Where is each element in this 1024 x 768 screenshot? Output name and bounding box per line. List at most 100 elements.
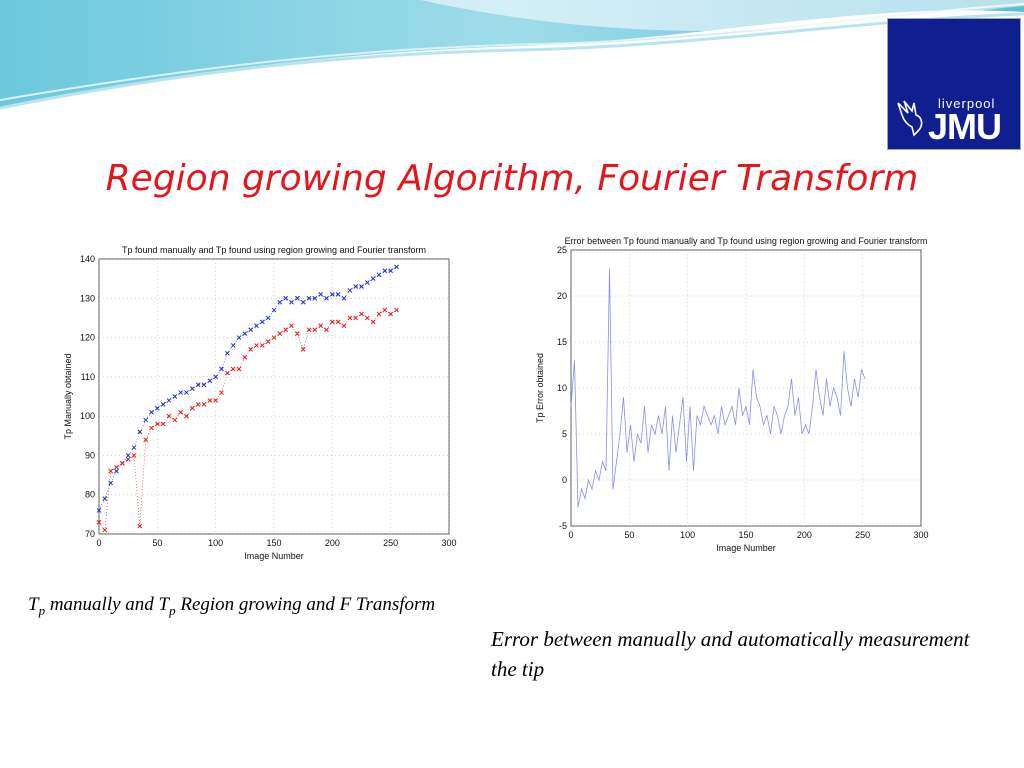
- data-point: [114, 468, 119, 474]
- data-point: [259, 343, 265, 348]
- data-point: [137, 429, 143, 435]
- x-tick-label: 150: [266, 538, 281, 548]
- data-point: [394, 264, 399, 270]
- y-tick-label: 120: [80, 333, 95, 343]
- data-point: [341, 295, 347, 301]
- data-point: [306, 327, 312, 333]
- x-tick-label: 150: [738, 530, 753, 540]
- data-point: [312, 327, 318, 333]
- y-tick-label: 90: [85, 450, 95, 460]
- header-wave: [0, 0, 1024, 110]
- y-tick-label: 20: [557, 291, 567, 301]
- y-tick-label: 100: [80, 411, 95, 421]
- y-tick-label: 25: [557, 245, 567, 255]
- data-point: [178, 409, 184, 415]
- y-tick-label: 130: [80, 293, 95, 303]
- caption-left-sub2: p: [169, 602, 176, 618]
- data-point: [329, 292, 335, 297]
- x-tick-label: 100: [680, 530, 695, 540]
- data-point: [195, 382, 201, 388]
- x-tick-label: 250: [383, 538, 398, 548]
- caption-left: Tp manually and Tp Region growing and F …: [28, 592, 448, 624]
- chart-title: Error between Tp found manually and Tp f…: [565, 236, 928, 246]
- y-tick-label: 140: [80, 254, 95, 264]
- slide-title: Region growing Algorithm, Fourier Transf…: [105, 158, 919, 199]
- error-line-chart: Error between Tp found manually and Tp f…: [535, 236, 929, 553]
- data-point: [289, 299, 294, 305]
- data-point: [370, 319, 376, 325]
- data-point: [154, 405, 160, 411]
- y-tick-label: 10: [557, 383, 567, 393]
- data-point: [248, 347, 254, 352]
- data-point: [300, 299, 306, 305]
- plot-area: [98, 258, 450, 535]
- series-trace-1: [98, 309, 397, 531]
- x-tick-label: 200: [325, 538, 340, 548]
- data-point: [201, 382, 207, 388]
- data-point: [382, 307, 388, 313]
- data-point: [149, 409, 154, 415]
- y-tick-label: 5: [562, 429, 567, 439]
- data-point: [353, 315, 359, 321]
- data-point: [294, 295, 300, 301]
- data-point: [353, 284, 359, 289]
- scatter-chart: Tp found manually and Tp found using reg…: [63, 245, 457, 561]
- data-point: [271, 335, 277, 340]
- data-point: [300, 347, 306, 352]
- caption-left-sub1: p: [38, 602, 46, 618]
- y-tick-label: 110: [81, 372, 95, 382]
- logo-small-text: liverpool: [938, 96, 996, 111]
- data-point: [189, 386, 195, 391]
- data-point: [388, 268, 394, 274]
- caption-left-t: T: [28, 594, 39, 615]
- y-tick-label: -5: [559, 521, 567, 531]
- data-point: [195, 402, 201, 407]
- x-tick-label: 250: [855, 530, 870, 540]
- data-point: [102, 496, 108, 501]
- data-point: [224, 370, 230, 376]
- data-point: [359, 284, 364, 289]
- data-point: [184, 413, 189, 419]
- data-point: [137, 523, 143, 529]
- data-point: [213, 374, 219, 380]
- plot-area: [570, 249, 922, 527]
- data-point: [364, 280, 370, 285]
- x-tick-label: 300: [441, 538, 456, 548]
- caption-left-mid: manually and T: [45, 594, 170, 615]
- y-tick-label: 80: [85, 490, 95, 500]
- university-logo: [887, 18, 1021, 150]
- data-point: [364, 315, 370, 321]
- data-point: [306, 295, 312, 301]
- caption-left-end: Region growing and F Transform: [175, 594, 436, 615]
- data-point: [166, 398, 172, 403]
- chart-title: Tp found manually and Tp found using reg…: [122, 245, 426, 255]
- data-point: [277, 299, 283, 305]
- data-point: [143, 437, 149, 443]
- data-point: [154, 421, 160, 427]
- x-tick-label: 0: [96, 538, 101, 548]
- logo-big-text: JMU: [928, 106, 1002, 147]
- caption-right: Error between manually and automatically…: [491, 627, 970, 681]
- data-point: [376, 272, 382, 278]
- data-point: [96, 508, 102, 513]
- data-point: [335, 292, 341, 297]
- x-tick-label: 50: [152, 538, 162, 548]
- data-point: [312, 295, 318, 301]
- data-point: [248, 327, 254, 333]
- x-tick-label: 50: [624, 530, 634, 540]
- x-axis-label: Image Number: [716, 543, 776, 553]
- data-point: [207, 398, 213, 403]
- data-point: [388, 311, 394, 317]
- data-point: [219, 366, 224, 372]
- x-axis-label: Image Number: [244, 551, 304, 561]
- x-tick-label: 200: [797, 530, 812, 540]
- data-point: [382, 268, 388, 274]
- y-tick-label: 15: [557, 337, 567, 347]
- y-tick-label: 70: [85, 529, 95, 539]
- x-tick-label: 100: [208, 538, 223, 548]
- y-axis-label: Tp Manually obtained: [63, 353, 73, 439]
- data-point: [131, 453, 137, 458]
- data-point: [254, 323, 259, 329]
- data-point: [318, 323, 324, 329]
- data-point: [108, 480, 114, 486]
